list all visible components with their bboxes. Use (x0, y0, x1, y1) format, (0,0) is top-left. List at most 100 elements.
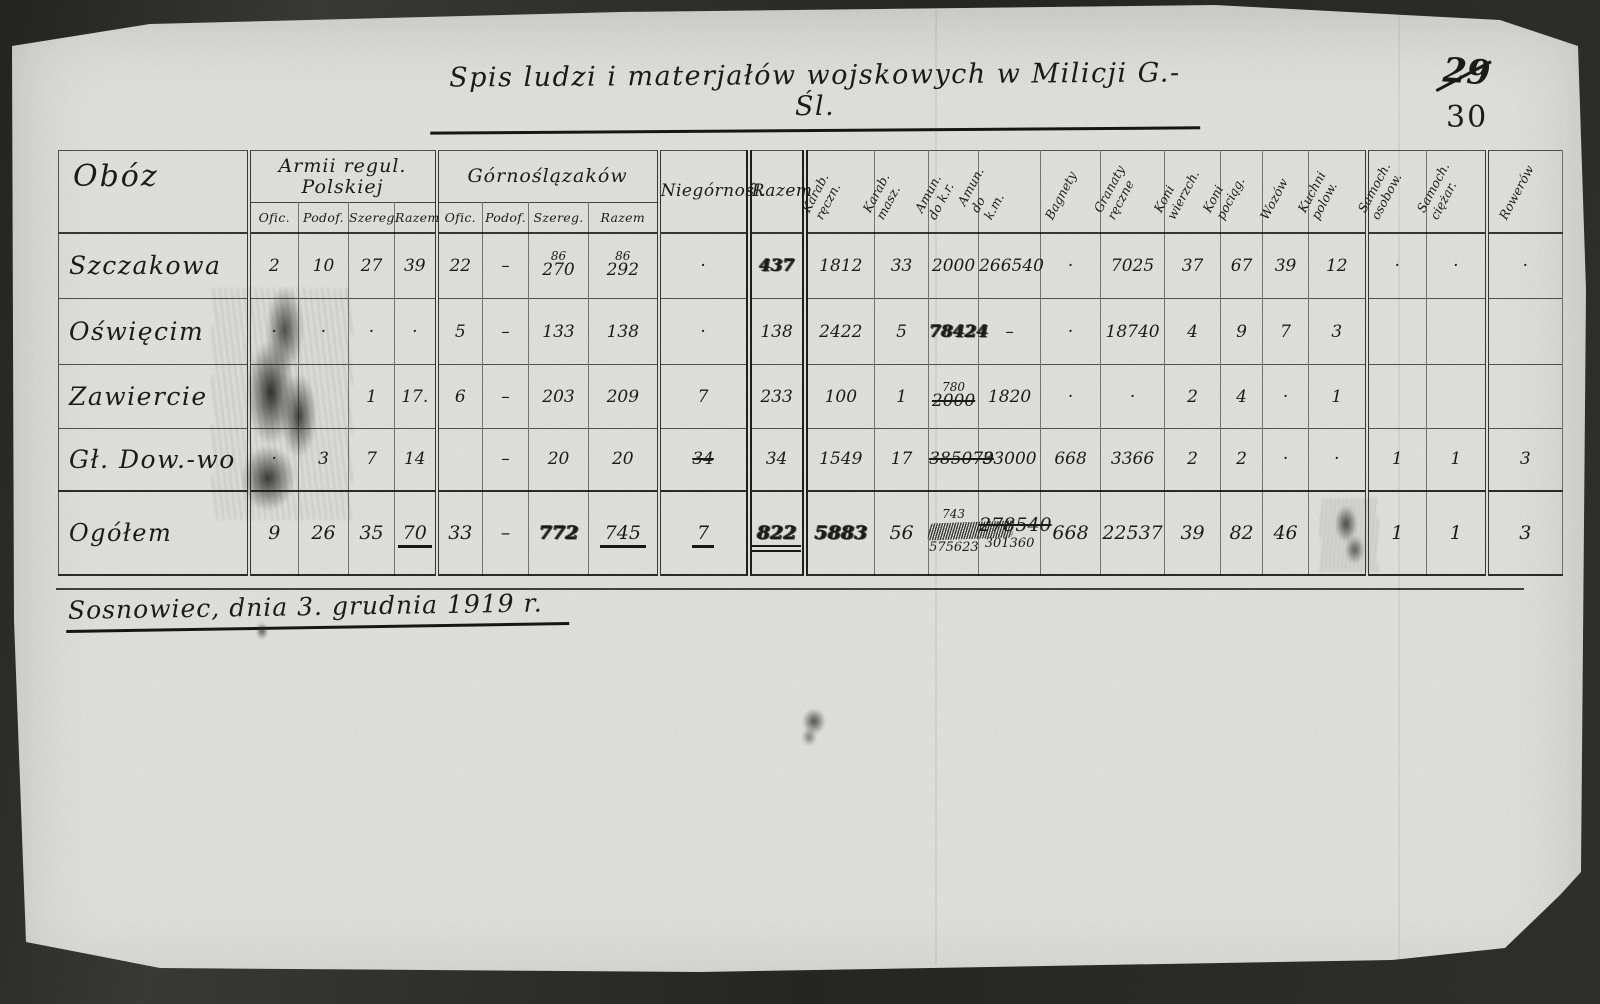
table-cell: 437 (745, 232, 806, 299)
table-cell: 7025 (1100, 232, 1166, 299)
table-cell: 1 (1308, 364, 1368, 429)
table-cell: · (246, 298, 299, 365)
table-cell: – (482, 364, 530, 429)
column-header-rowery: Rowerów (1484, 150, 1564, 233)
table-cell: – (482, 298, 530, 365)
table-cell: 5 (434, 298, 484, 365)
table-header: Obóz Armii regul. Polskiej Górnoślązaków… (58, 150, 1564, 233)
table-cell: 2422 (801, 298, 876, 365)
column-header-bagnety: Bagnety (1040, 150, 1102, 233)
table-cell: 5883 (801, 490, 876, 575)
table-cell: 2000 (928, 232, 980, 299)
table-cell: 10 (298, 232, 349, 299)
table-cell: 2 (1220, 428, 1264, 491)
table-cell: 17 (874, 428, 930, 491)
table-cell (1484, 298, 1564, 365)
table-cell: 3 (1484, 490, 1564, 575)
cell-value: 822 (751, 521, 802, 552)
table-cell: · (1040, 232, 1102, 299)
table-cell: 82 (1220, 490, 1264, 575)
table-cell: 745 (588, 490, 660, 575)
column-header-samochody-ciezarowe: Samoch. ciężar. (1413, 150, 1488, 233)
column-header-amunicja-km: Amun. do k.m. (954, 150, 1042, 233)
table-cell: 70 (393, 490, 438, 575)
cell-value: 7 (692, 521, 715, 548)
cell-value: 70 (397, 521, 432, 548)
table-cell: 33000 (978, 428, 1042, 491)
table-cell: 1 (874, 364, 930, 429)
table-row: Ogółem 9 26 35 70 33–772 745 7 822 5883 56 743 57562… (58, 490, 1564, 575)
table-cell (1364, 298, 1428, 365)
table-bottom-rule (56, 588, 1524, 590)
table-cell: 780 2000 (928, 364, 980, 429)
table-cell: 33 (434, 490, 484, 575)
column-header-razem: Razem (745, 150, 813, 233)
table-cell: 86 270 (528, 232, 590, 299)
row-label: Szczakowa (58, 232, 249, 299)
sub-header-ofic-armii: Ofic. (246, 202, 299, 233)
ink-blot-center (790, 698, 838, 750)
table-cell: 772 (528, 490, 590, 575)
table-cell: 3 (298, 428, 349, 491)
table-cell: 2 (1164, 428, 1222, 491)
cell-value: 745 (599, 521, 646, 548)
correction-above: 743 (942, 507, 966, 522)
table-cell: 1 (348, 364, 395, 429)
table-cell (1364, 364, 1428, 429)
table-cell: 1549 (801, 428, 876, 491)
table-cell: 133 (528, 298, 590, 365)
cell-value: 772 (538, 521, 579, 544)
table-cell: · (1484, 232, 1564, 299)
table-cell: 2 (246, 232, 299, 299)
archival-page-number-struck: 29 (1441, 50, 1492, 94)
table-cell: 7 (656, 490, 750, 575)
sub-header-szereg-gornosl: Szereg. (528, 202, 590, 233)
table-cell: 33 (874, 232, 930, 299)
table-cell: 4 (1164, 298, 1222, 365)
cell-value: 34 (692, 449, 714, 470)
table-cell: 7 (348, 428, 395, 491)
row-label: Zawiercie (58, 364, 249, 429)
table-row: Szczakowa 2 10 27 39 22–86 270 86 292 · 437 1812 33 2… (58, 232, 1564, 299)
table-cell: 78424 (928, 298, 988, 365)
table-cell: 3 (1308, 298, 1368, 365)
table-cell: · (1364, 232, 1428, 299)
sub-header-podof-gornosl: Podof. (482, 202, 530, 233)
table-cell: 37 (1164, 232, 1222, 299)
row-label: Ogółem (58, 490, 249, 575)
table-cell (1484, 364, 1564, 429)
document-title: Spis ludzi i materjałów wojskowych w Mil… (429, 57, 1201, 135)
table-cell (1426, 298, 1488, 365)
table-cell: 86 292 (588, 232, 660, 299)
table-cell: 34 (656, 428, 750, 491)
table-cell: 7 (1262, 298, 1310, 365)
table-cell (246, 364, 299, 429)
correction-below: 301360 (984, 536, 1035, 552)
table-cell: 233 (745, 364, 806, 429)
table-cell: 1 (1426, 490, 1488, 575)
table-cell: · (393, 298, 438, 365)
table-cell: 385079 (928, 428, 994, 491)
table-cell: 6 (434, 364, 484, 429)
column-header-niegornosl-label: Niegórnośl. (660, 181, 767, 202)
table-cell: 1812 (801, 232, 876, 299)
column-header-wozy: Wozów (1256, 150, 1310, 233)
table-cell: 4 (1220, 364, 1264, 429)
sub-header-podof-armii: Podof. (298, 202, 349, 233)
cell-value: 78424 (929, 321, 989, 342)
sub-header-szereg-armii: Szereg. (348, 202, 399, 233)
column-header-karabiny-reczne: Karab. ręczn. (798, 150, 876, 233)
correction-below: 575623 (929, 540, 979, 556)
column-header-oboz: Obóz (58, 150, 249, 233)
table-cell: 14 (393, 428, 438, 491)
column-header-samochody-osobowe: Samoch. osobow. (1355, 150, 1428, 233)
table-cell: 822 (745, 490, 806, 575)
table-cell: 138 (588, 298, 660, 365)
table-cell: 20 (528, 428, 590, 491)
archival-page-number: 30 (1446, 100, 1489, 135)
table-cell: 668 (1040, 428, 1102, 491)
column-header-konie-pociagowe: Koni pociąg. (1199, 150, 1264, 233)
table-cell: 34 (745, 428, 806, 491)
